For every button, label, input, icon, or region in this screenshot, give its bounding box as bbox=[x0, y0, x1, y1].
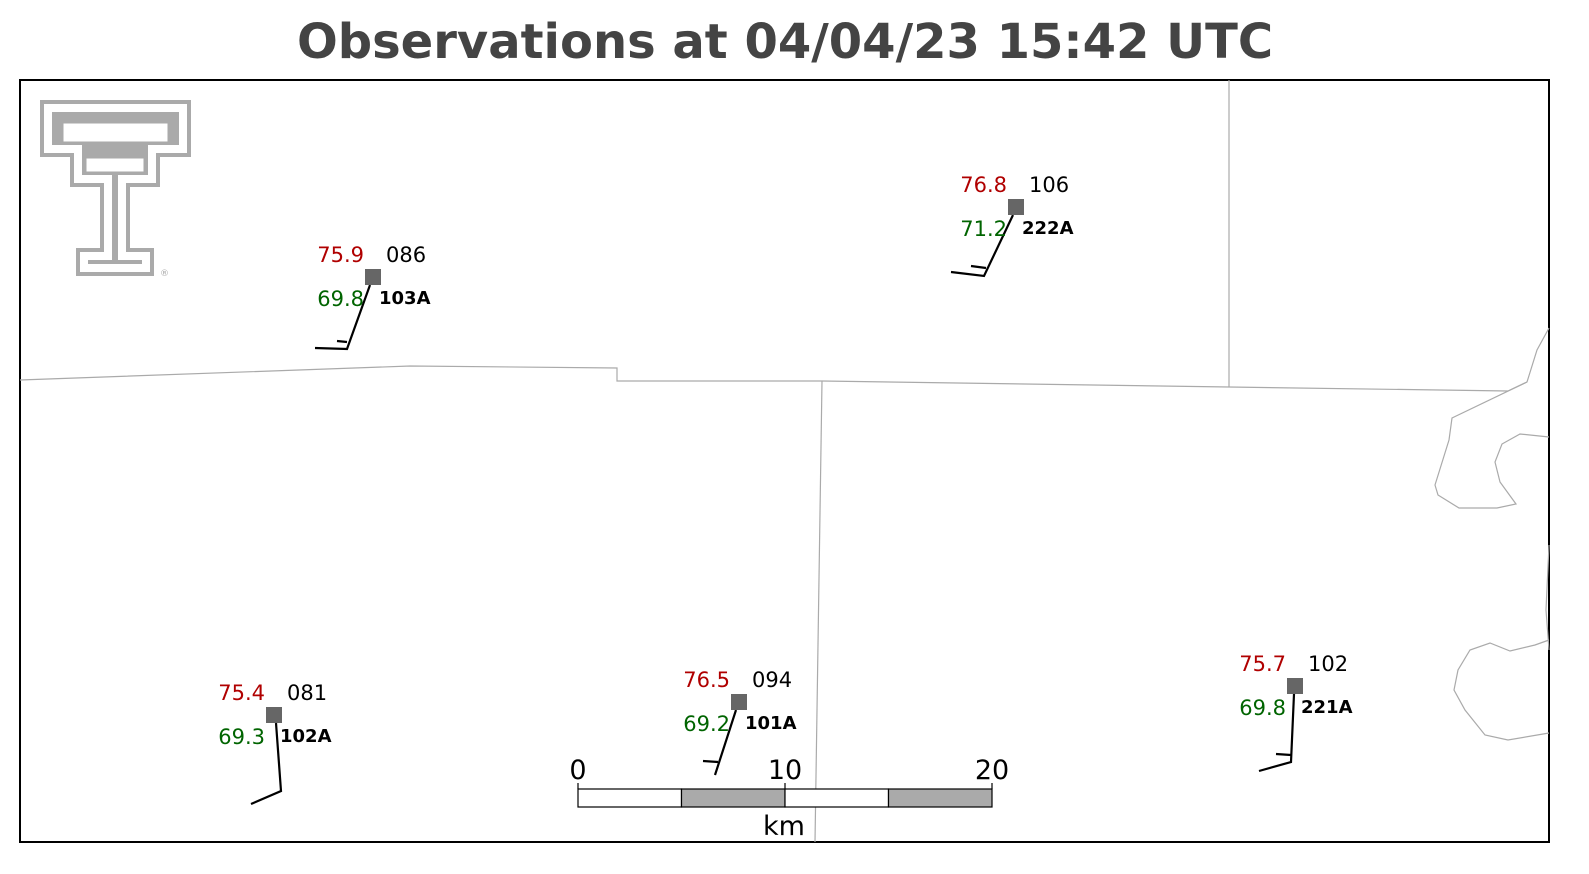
station-id: 222A bbox=[1022, 218, 1074, 239]
scale-label: 20 bbox=[975, 755, 1009, 786]
station-marker bbox=[1008, 199, 1024, 215]
wind-barb bbox=[314, 284, 372, 351]
station: 75.4 081 69.3 102A bbox=[218, 681, 332, 806]
dewpoint: 69.3 bbox=[218, 725, 265, 749]
dewpoint: 69.2 bbox=[683, 712, 730, 736]
station-marker bbox=[365, 269, 381, 285]
dewpoint: 69.8 bbox=[317, 287, 364, 311]
station-marker bbox=[266, 707, 282, 723]
temperature: 75.7 bbox=[1239, 652, 1286, 676]
station-marker bbox=[731, 694, 747, 710]
station-id: 102A bbox=[280, 726, 332, 747]
pressure: 102 bbox=[1308, 652, 1348, 676]
pressure: 086 bbox=[386, 243, 426, 267]
wind-barb bbox=[250, 722, 283, 806]
temperature: 76.8 bbox=[960, 173, 1007, 197]
scale-label: 0 bbox=[569, 755, 586, 786]
pressure: 106 bbox=[1029, 173, 1069, 197]
dewpoint: 71.2 bbox=[960, 217, 1007, 241]
pressure: 081 bbox=[287, 681, 327, 705]
station: 75.9 086 69.8 103A bbox=[314, 243, 431, 351]
scale-bar: 0 10 20 km bbox=[569, 755, 1009, 842]
scale-label: 10 bbox=[768, 755, 802, 786]
scale-segment bbox=[887, 788, 993, 808]
wind-barb bbox=[1258, 693, 1296, 773]
scale-segment bbox=[680, 788, 786, 808]
station: 76.5 094 69.2 101A bbox=[683, 668, 797, 776]
wind-barb bbox=[702, 709, 738, 776]
temperature: 75.4 bbox=[218, 681, 265, 705]
title: Observations at 04/04/23 15:42 UTC bbox=[297, 14, 1273, 70]
scale-unit: km bbox=[763, 811, 805, 842]
station: 75.7 102 69.8 221A bbox=[1239, 652, 1353, 773]
county-borders bbox=[19, 80, 1550, 843]
logo: ® bbox=[40, 100, 191, 279]
scale-segment bbox=[784, 788, 890, 808]
dewpoint: 69.8 bbox=[1239, 696, 1286, 720]
temperature: 76.5 bbox=[683, 668, 730, 692]
scale-segment bbox=[577, 788, 683, 808]
wind-barb bbox=[950, 214, 1014, 278]
station-id: 103A bbox=[379, 288, 431, 309]
station: 76.8 106 71.2 222A bbox=[950, 173, 1074, 278]
station-id: 101A bbox=[745, 713, 797, 734]
pressure: 094 bbox=[752, 668, 792, 692]
temperature: 75.9 bbox=[317, 243, 364, 267]
stations: 75.9 086 69.8 103A 76.8 106 71.2 222A 75.4 081 69.… bbox=[218, 173, 1353, 806]
svg-text:®: ® bbox=[160, 269, 169, 279]
station-id: 221A bbox=[1301, 697, 1353, 718]
station-marker bbox=[1287, 678, 1303, 694]
